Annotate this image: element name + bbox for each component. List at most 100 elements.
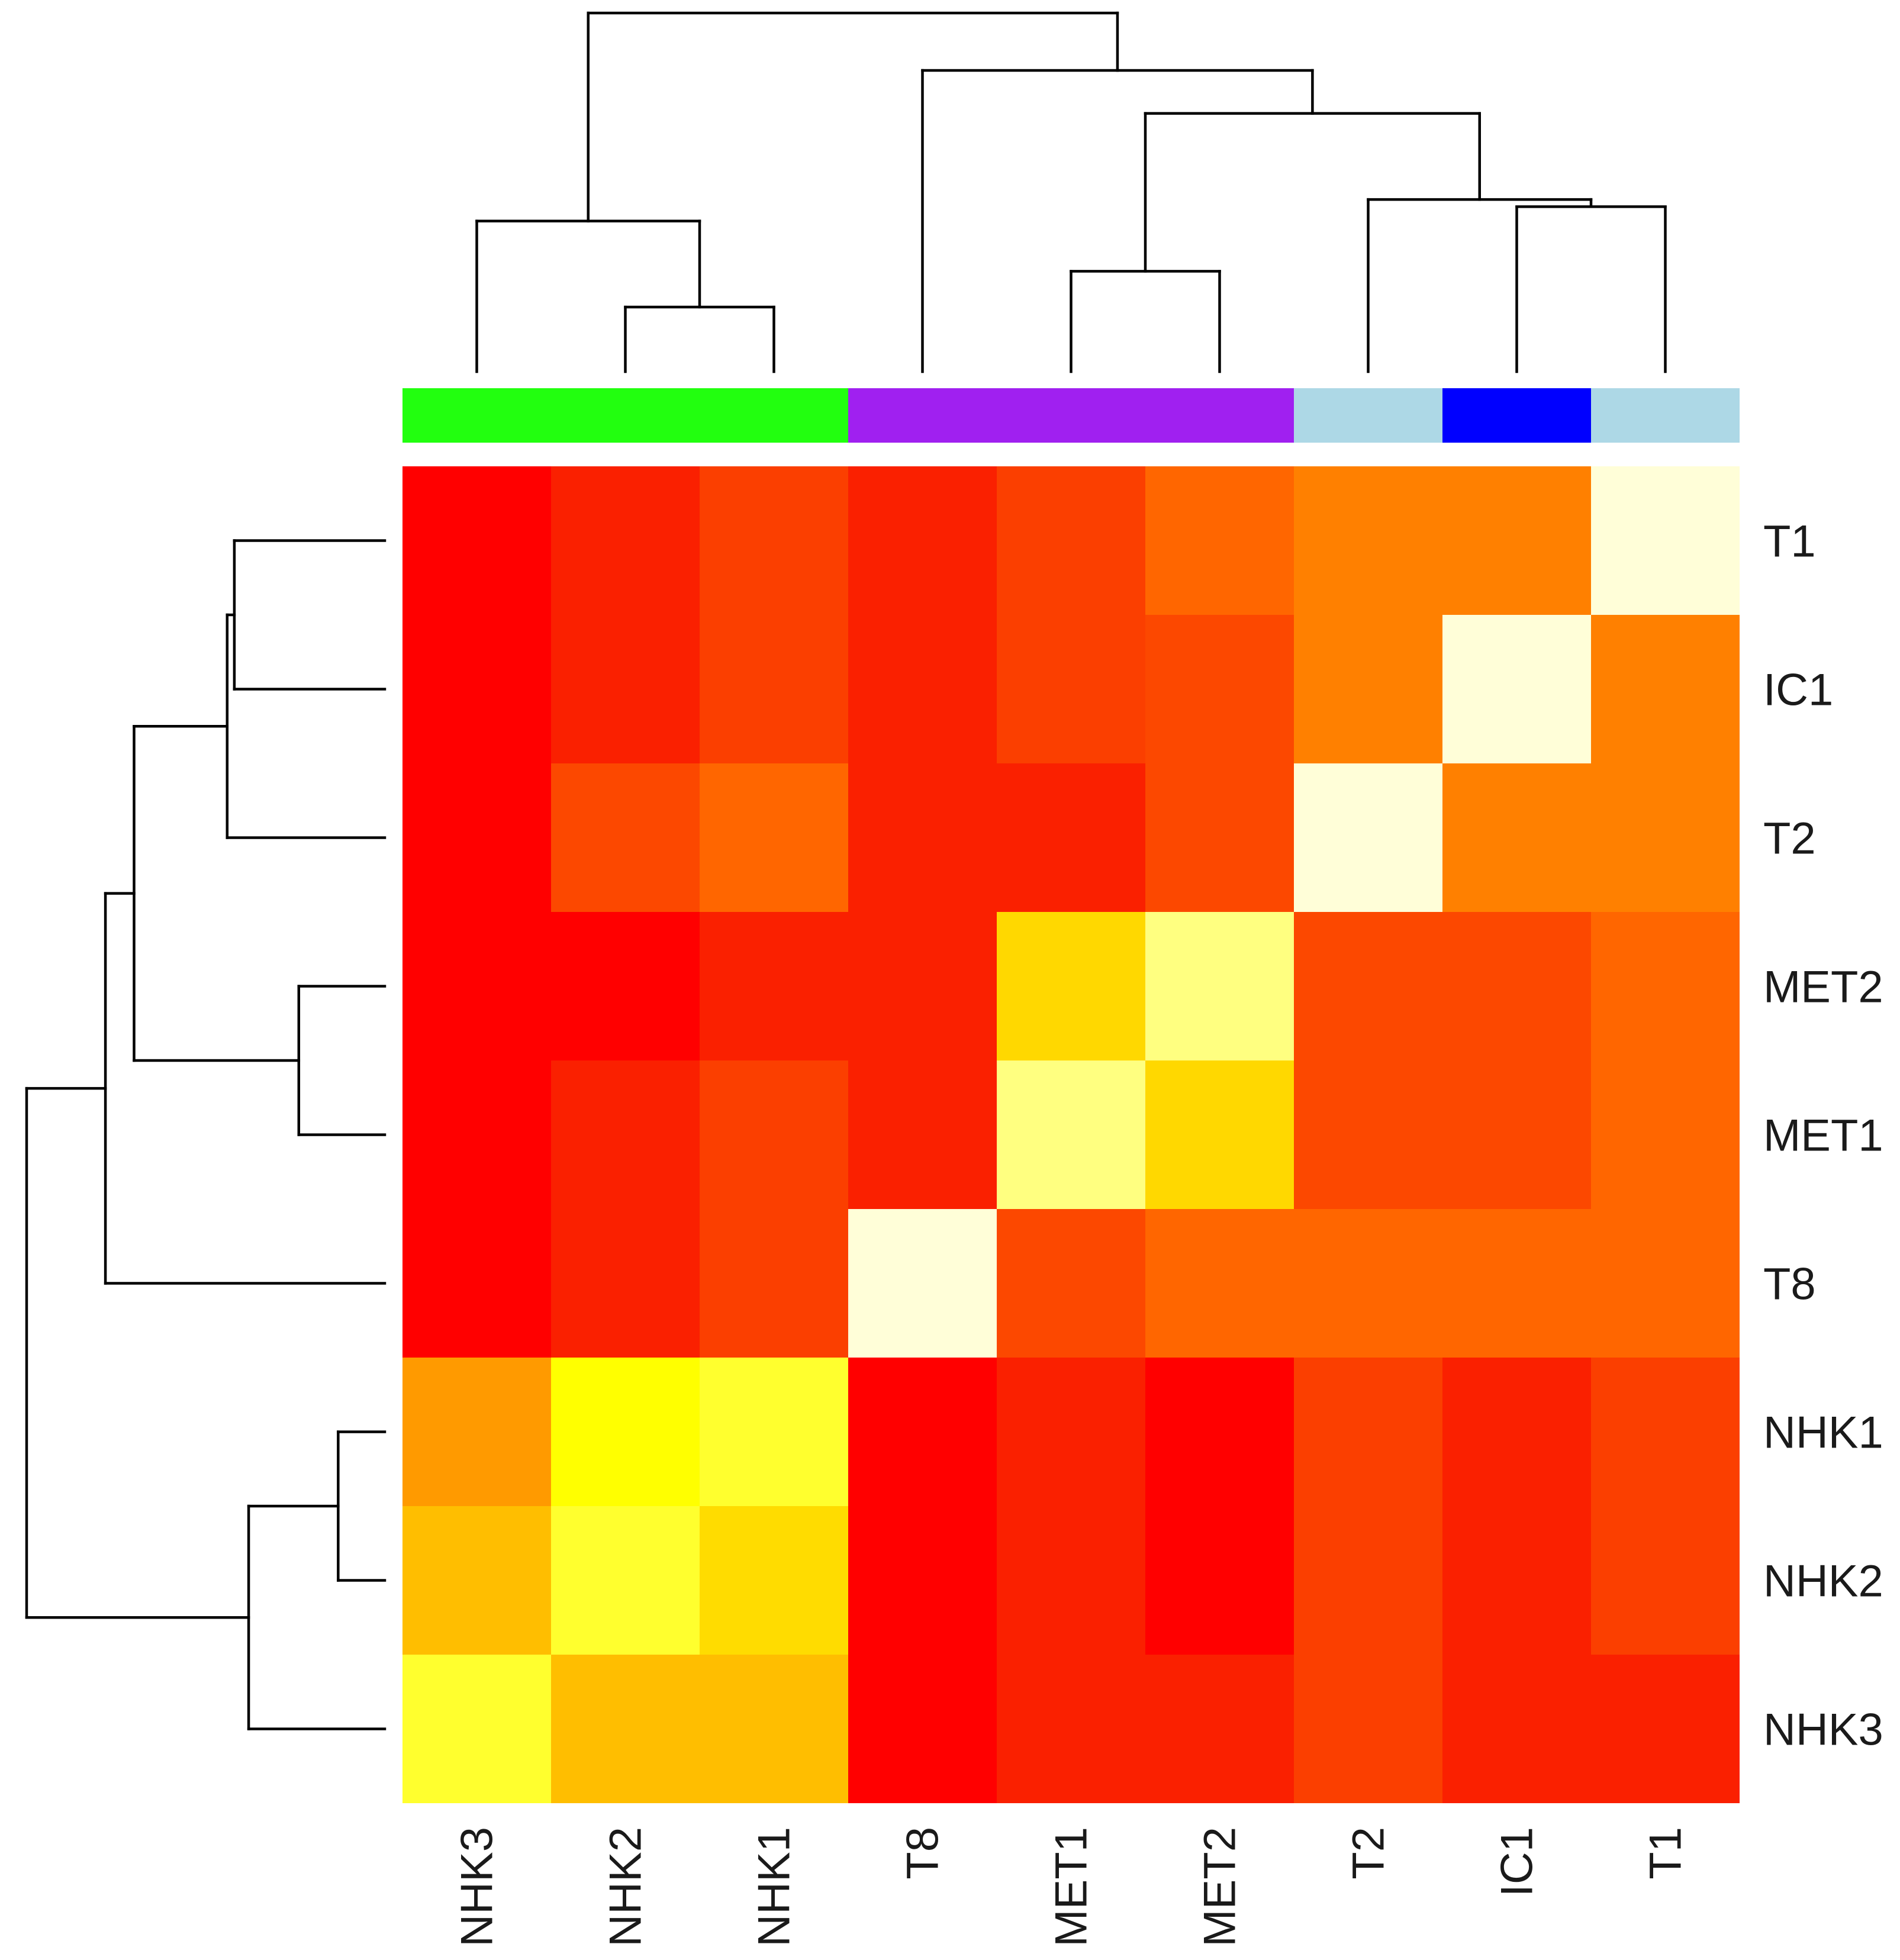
heatmap-cell-MET1-MET1 [997,1060,1145,1209]
heatmap-cell-NHK2-T8 [848,1506,997,1655]
heatmap-cell-T1-T1 [1591,466,1740,615]
group-bar-3 [1442,388,1591,443]
heatmap-cell-T1-T2 [1294,466,1442,615]
heatmap-cell-T2-NHK3 [402,763,551,912]
heatmap-cell-T2-MET2 [1145,763,1294,912]
heatmap-cell-IC1-T2 [1294,615,1442,763]
column-label: T8 [898,1827,948,1880]
heatmap-cell-T8-T2 [1294,1209,1442,1358]
heatmap-cell-IC1-NHK3 [402,615,551,763]
heatmap-cell-NHK2-MET2 [1145,1506,1294,1655]
heatmap-cell-T1-MET1 [997,466,1145,615]
heatmap-cell-NHK2-IC1 [1442,1506,1591,1655]
heatmap-cell-T1-IC1 [1442,466,1591,615]
heatmap-cell-MET1-IC1 [1442,1060,1591,1209]
heatmap-cell-MET2-NHK3 [402,912,551,1060]
heatmap-cell-IC1-IC1 [1442,615,1591,763]
heatmap-cell-T1-T8 [848,466,997,615]
heatmap-cell-NHK1-T2 [1294,1358,1442,1506]
column-label: IC1 [1492,1827,1542,1897]
heatmap-cell-NHK3-T2 [1294,1655,1442,1803]
heatmap-cell-NHK1-IC1 [1442,1358,1591,1506]
heatmap-cell-NHK2-T2 [1294,1506,1442,1655]
heatmap-cell-T1-NHK3 [402,466,551,615]
column-labels: NHK3 NHK2 NHK1 T8 MET1 MET2 T2 IC1 T1 [452,1827,1691,1947]
column-label: T1 [1641,1827,1691,1880]
heatmap-cell-NHK3-NHK3 [402,1655,551,1803]
heatmap-cell-T8-MET2 [1145,1209,1294,1358]
heatmap-cell-T8-NHK2 [551,1209,700,1358]
heatmap-cell-T2-T2 [1294,763,1442,912]
heatmap-cell-NHK2-NHK1 [700,1506,848,1655]
heatmap-cell-NHK3-IC1 [1442,1655,1591,1803]
row-label: MET1 [1763,1111,1883,1161]
heatmap-cell-MET2-NHK2 [551,912,700,1060]
row-label: NHK3 [1763,1705,1883,1755]
heatmap-cell-NHK3-MET2 [1145,1655,1294,1803]
heatmap-cell-NHK1-MET2 [1145,1358,1294,1506]
heatmap-cell-T2-NHK1 [700,763,848,912]
heatmap-cell-MET1-T8 [848,1060,997,1209]
heatmap-cell-T1-MET2 [1145,466,1294,615]
column-label: MET1 [1046,1827,1097,1947]
heatmap-cell-NHK3-NHK2 [551,1655,700,1803]
heatmap-cell-NHK1-NHK1 [700,1358,848,1506]
heatmap-cell-T2-T1 [1591,763,1740,912]
heatmap-cell-T2-NHK2 [551,763,700,912]
heatmap-cell-MET1-T1 [1591,1060,1740,1209]
heatmap-cell-MET1-NHK2 [551,1060,700,1209]
heatmap-cell-T8-NHK1 [700,1209,848,1358]
row-label: T8 [1763,1259,1816,1310]
heatmap-cell-NHK1-NHK3 [402,1358,551,1506]
column-dendrogram [475,11,1667,373]
column-label: NHK3 [452,1827,503,1947]
heatmap-cell-NHK3-MET1 [997,1655,1145,1803]
heatmap-cell-NHK3-T1 [1591,1655,1740,1803]
heatmap-cell-T1-NHK1 [700,466,848,615]
heatmap-cell-MET2-T1 [1591,912,1740,1060]
heatmap-cell-MET2-NHK1 [700,912,848,1060]
column-label: NHK2 [601,1827,651,1947]
row-label: IC1 [1763,665,1833,715]
heatmap-cell-NHK2-T1 [1591,1506,1740,1655]
heatmap-cell-NHK2-NHK2 [551,1506,700,1655]
heatmap-cell-NHK1-T1 [1591,1358,1740,1506]
row-dendrogram [25,539,387,1730]
row-label: MET2 [1763,962,1883,1013]
column-label: T2 [1344,1827,1394,1880]
column-label: MET2 [1195,1827,1245,1947]
heatmap-cell-NHK1-NHK2 [551,1358,700,1506]
heatmap-cell-MET1-NHK1 [700,1060,848,1209]
row-label: NHK1 [1763,1408,1883,1458]
heatmap-cell-IC1-T1 [1591,615,1740,763]
heatmap-cell-IC1-MET2 [1145,615,1294,763]
heatmap-cell-MET2-MET1 [997,912,1145,1060]
group-bar-1 [848,388,1294,443]
heatmap-cell-T8-NHK3 [402,1209,551,1358]
heatmap-cell-NHK2-MET1 [997,1506,1145,1655]
heatmap-cells [402,466,1740,1803]
heatmap-cell-MET2-T8 [848,912,997,1060]
heatmap-cell-IC1-NHK2 [551,615,700,763]
heatmap-cell-T1-NHK2 [551,466,700,615]
heatmap-cell-MET2-T2 [1294,912,1442,1060]
heatmap-cell-T2-MET1 [997,763,1145,912]
heatmap-cell-T8-IC1 [1442,1209,1591,1358]
row-labels: T1 IC1 T2 MET2 MET1 T8 NHK1 NHK2 NHK3 [1763,517,1883,1755]
column-group-color-bar [402,388,1740,443]
group-bar-4 [1591,388,1740,443]
row-label: T1 [1763,517,1816,567]
heatmap-cell-IC1-NHK1 [700,615,848,763]
group-bar-0 [402,388,848,443]
column-label: NHK1 [749,1827,800,1947]
heatmap-cell-T8-T8 [848,1209,997,1358]
heatmap-cell-IC1-MET1 [997,615,1145,763]
group-bar-2 [1294,388,1442,443]
heatmap-cell-T2-IC1 [1442,763,1591,912]
heatmap-cell-T8-MET1 [997,1209,1145,1358]
row-label: NHK2 [1763,1556,1883,1607]
heatmap-cell-NHK3-NHK1 [700,1655,848,1803]
heatmap-cell-MET2-MET2 [1145,912,1294,1060]
heatmap-cell-T2-T8 [848,763,997,912]
